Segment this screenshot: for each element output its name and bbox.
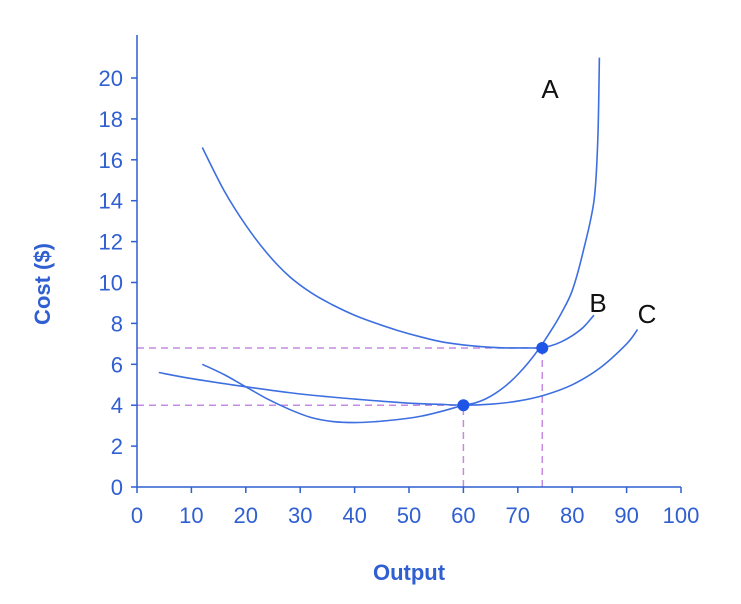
y-tick-label: 0 — [111, 475, 123, 500]
curve-label-c: C — [638, 299, 657, 329]
y-tick-label: 6 — [111, 352, 123, 377]
reference-lines — [137, 347, 544, 487]
y-tick-label: 18 — [99, 107, 123, 132]
x-tick-label: 50 — [397, 503, 421, 528]
curve-labels: A B C — [541, 74, 656, 329]
curve-b — [201, 147, 595, 349]
y-tick-label: 20 — [99, 66, 123, 91]
curve-label-a: A — [541, 74, 559, 104]
x-tick-label: 30 — [288, 503, 312, 528]
x-tick-label: 80 — [560, 503, 584, 528]
y-tick-label: 2 — [111, 434, 123, 459]
y-tick-label: 14 — [99, 189, 123, 214]
y-tick-label: 16 — [99, 148, 123, 173]
highlight-points — [457, 341, 549, 412]
x-tick-label: 70 — [506, 503, 530, 528]
curve-label-b: B — [589, 288, 606, 318]
x-tick-label: 100 — [663, 503, 700, 528]
y-tick-label: 4 — [111, 393, 123, 418]
x-tick-label: 90 — [614, 503, 638, 528]
y-axis-ticks: 0 2 4 6 8 10 12 14 16 18 20 — [99, 66, 137, 500]
highlight-point — [457, 399, 470, 412]
x-tick-label: 60 — [451, 503, 475, 528]
curve-a — [201, 57, 601, 424]
x-tick-label: 10 — [179, 503, 203, 528]
x-tick-label: 20 — [234, 503, 258, 528]
y-tick-label: 12 — [99, 230, 123, 255]
y-tick-label: 8 — [111, 311, 123, 336]
y-axis-title: Cost ($) — [30, 243, 55, 325]
highlight-point — [536, 341, 549, 354]
x-axis-title: Output — [373, 560, 446, 585]
x-axis-ticks: 0 10 20 30 40 50 60 70 80 90 100 — [131, 487, 699, 528]
x-tick-label: 40 — [342, 503, 366, 528]
curves — [158, 57, 639, 424]
curve-c — [158, 329, 639, 407]
x-tick-label: 0 — [131, 503, 143, 528]
y-tick-label: 10 — [99, 271, 123, 296]
